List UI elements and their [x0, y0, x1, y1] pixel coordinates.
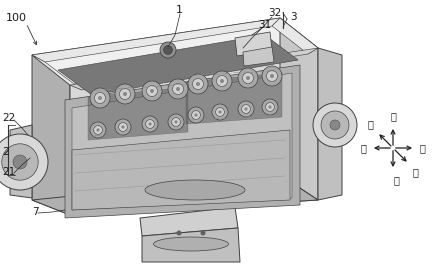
- Polygon shape: [70, 48, 318, 215]
- Text: 7: 7: [32, 207, 39, 217]
- Text: 左: 左: [360, 143, 366, 153]
- Text: 3: 3: [290, 12, 297, 22]
- Text: 32: 32: [268, 8, 281, 18]
- Polygon shape: [65, 65, 300, 218]
- Circle shape: [142, 116, 158, 132]
- Circle shape: [176, 87, 180, 91]
- Polygon shape: [318, 48, 342, 200]
- Circle shape: [321, 111, 349, 139]
- Polygon shape: [272, 18, 318, 54]
- Circle shape: [218, 110, 222, 114]
- Circle shape: [142, 81, 162, 101]
- Circle shape: [270, 74, 274, 78]
- Circle shape: [262, 99, 278, 115]
- Text: 1: 1: [176, 5, 183, 15]
- Text: 前: 前: [413, 167, 419, 177]
- Circle shape: [120, 89, 131, 100]
- Circle shape: [147, 86, 158, 96]
- Circle shape: [188, 107, 204, 123]
- Circle shape: [212, 71, 232, 91]
- Polygon shape: [32, 18, 280, 62]
- Circle shape: [217, 76, 228, 86]
- Circle shape: [119, 123, 128, 131]
- Polygon shape: [70, 48, 318, 90]
- Text: 21: 21: [2, 167, 15, 177]
- Ellipse shape: [154, 237, 229, 251]
- Circle shape: [267, 70, 277, 82]
- Circle shape: [192, 111, 200, 119]
- Circle shape: [121, 125, 124, 129]
- Circle shape: [171, 118, 180, 126]
- Polygon shape: [280, 18, 318, 200]
- Ellipse shape: [145, 180, 245, 200]
- Circle shape: [242, 73, 253, 83]
- Circle shape: [160, 42, 176, 58]
- Circle shape: [175, 120, 178, 124]
- Circle shape: [163, 46, 172, 55]
- Text: 下: 下: [393, 175, 399, 185]
- Circle shape: [188, 74, 208, 94]
- Circle shape: [216, 108, 225, 116]
- Circle shape: [246, 76, 250, 80]
- Circle shape: [193, 79, 203, 89]
- Text: 上: 上: [390, 111, 396, 121]
- Circle shape: [98, 96, 102, 100]
- Polygon shape: [88, 87, 188, 140]
- Circle shape: [150, 89, 154, 93]
- Circle shape: [194, 113, 198, 117]
- Text: 31: 31: [258, 20, 271, 30]
- Text: 100: 100: [6, 13, 27, 23]
- Polygon shape: [243, 47, 274, 66]
- Circle shape: [94, 93, 105, 103]
- Polygon shape: [142, 228, 240, 262]
- Circle shape: [201, 231, 206, 235]
- Circle shape: [148, 122, 152, 126]
- Circle shape: [241, 104, 250, 113]
- Circle shape: [313, 103, 357, 147]
- Polygon shape: [235, 32, 272, 56]
- Circle shape: [262, 66, 282, 86]
- Circle shape: [115, 84, 135, 104]
- Polygon shape: [72, 73, 292, 210]
- Polygon shape: [32, 55, 82, 90]
- Polygon shape: [186, 73, 282, 124]
- Text: 后: 后: [367, 119, 373, 129]
- Circle shape: [13, 155, 27, 169]
- Circle shape: [168, 79, 188, 99]
- Circle shape: [238, 101, 254, 117]
- Circle shape: [168, 114, 184, 130]
- Text: 2: 2: [2, 147, 9, 157]
- Polygon shape: [140, 207, 238, 236]
- Polygon shape: [58, 35, 298, 95]
- Polygon shape: [10, 125, 32, 198]
- Polygon shape: [32, 175, 318, 215]
- Circle shape: [330, 120, 340, 130]
- Text: 右: 右: [420, 143, 426, 153]
- Circle shape: [196, 82, 200, 86]
- Circle shape: [93, 126, 102, 134]
- Text: 22: 22: [2, 113, 15, 123]
- Circle shape: [245, 107, 248, 111]
- Circle shape: [266, 103, 274, 112]
- Circle shape: [123, 92, 127, 96]
- Circle shape: [146, 120, 155, 129]
- Circle shape: [176, 231, 182, 235]
- Circle shape: [0, 134, 48, 190]
- Polygon shape: [32, 18, 318, 85]
- Circle shape: [97, 129, 100, 131]
- Circle shape: [268, 105, 272, 109]
- Circle shape: [90, 88, 110, 108]
- Circle shape: [172, 83, 183, 94]
- Circle shape: [238, 68, 258, 88]
- Circle shape: [90, 122, 106, 138]
- Circle shape: [220, 79, 224, 83]
- Polygon shape: [32, 55, 70, 215]
- Circle shape: [212, 104, 228, 120]
- Circle shape: [115, 119, 131, 135]
- Polygon shape: [72, 130, 290, 210]
- Circle shape: [2, 144, 38, 180]
